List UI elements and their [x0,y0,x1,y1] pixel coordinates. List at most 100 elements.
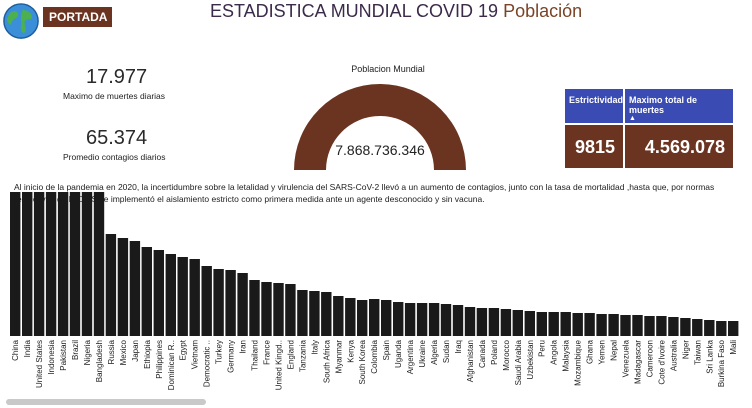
bar-turkey[interactable] [213,269,224,336]
tick-label: Italy [310,340,319,355]
strictness-header: Estrictividad [565,89,623,123]
tick-label: Canada [478,339,487,368]
bar-uzbekistan[interactable] [524,311,535,336]
tick-label: Burkina Faso [717,339,726,387]
bar-indonesia[interactable] [45,192,57,336]
bar-mali[interactable] [728,321,739,336]
bar-egypt[interactable] [177,257,188,336]
tick-label: Bangladesh [95,340,104,382]
gauge-value: 7.868.736.346 [335,142,425,158]
tick-label: Vietnam [191,340,200,370]
bar-south-korea[interactable] [357,300,368,336]
bar-kenya[interactable] [345,298,356,336]
tick-label: Thailand [251,340,260,371]
bar-china[interactable] [10,192,21,336]
bar-nepal[interactable] [608,314,619,336]
bar-dominican-r-[interactable] [165,254,176,336]
bar-mexico[interactable] [117,238,129,336]
tick-label: Indonesia [47,339,56,374]
tick-label: Nepal [610,340,619,361]
bar-colombia[interactable] [369,299,380,336]
bar-morocco[interactable] [500,309,512,336]
description-text: Al inicio de la pandemia en 2020, la inc… [14,182,715,204]
portada-button[interactable]: PORTADA [43,7,112,27]
bar-sri-lanka[interactable] [704,320,715,336]
bar-vietnam[interactable] [189,259,200,336]
tick-label: Niger [681,340,690,359]
tick-label: Spain [382,340,391,360]
bar-madagascar[interactable] [632,315,643,336]
max-total-deaths-value: 4.569.078 [625,125,733,168]
tick-label: Saudi Arabia [514,339,523,385]
bar-cameroon[interactable] [644,316,655,336]
bar-bangladesh[interactable] [93,192,105,336]
strictness-value: 9815 [565,125,623,168]
page-title: ESTADISTICA MUNDIAL COVID 19 Población [210,1,582,22]
bar-afghanistan[interactable] [464,307,476,336]
bar-argentina[interactable] [404,303,416,336]
bar-france[interactable] [261,282,272,336]
tick-label: Uganda [394,339,403,368]
bar-democratic-[interactable] [201,266,212,336]
avg-daily-contagions-label: Promedio contagios diarios [63,152,166,162]
tick-label: South Africa [322,339,331,383]
tick-label: Colombia [370,339,379,373]
bar-algeria[interactable] [428,303,440,336]
bar-peru[interactable] [536,312,547,336]
bar-india[interactable] [22,192,33,336]
tick-label: Peru [538,340,547,357]
bar-spain[interactable] [381,300,392,336]
bar-niger[interactable] [680,318,691,336]
tick-label: China [11,339,20,360]
bar-saudi-arabia[interactable] [512,310,523,336]
tick-label: Algeria [430,339,439,364]
bar-poland[interactable] [488,308,500,336]
bar-japan[interactable] [129,241,141,336]
bar-ethiopia[interactable] [141,247,152,336]
bar-angola[interactable] [548,312,559,336]
bar-nigeria[interactable] [81,192,93,336]
bar-brazil[interactable] [69,192,81,336]
bar-ukraine[interactable] [416,303,428,336]
bar-malaysia[interactable] [560,312,571,336]
bar-sudan[interactable] [440,304,452,336]
bar-uganda[interactable] [393,302,404,336]
globe-icon [3,3,39,39]
bar-ghana[interactable] [584,313,595,336]
bar-philippines[interactable] [153,250,164,336]
avg-daily-contagions-value: 65.374 [86,127,148,149]
bar-tanzania[interactable] [297,290,308,336]
bar-russia[interactable] [105,234,117,336]
max-daily-deaths-label: Maximo de muertes diarias [63,91,166,101]
bar-yemen[interactable] [596,314,607,336]
bar-cote-d-ivoire[interactable] [656,316,667,336]
bar-england[interactable] [285,284,296,336]
bar-australia[interactable] [668,317,679,336]
tick-label: Afghanistan [466,340,475,382]
bar-pakistan[interactable] [57,192,69,336]
bar-italy[interactable] [309,291,320,336]
max-total-deaths-header[interactable]: Maximo total de muertes ▲ [625,89,733,123]
bar-iran[interactable] [237,273,248,336]
tick-label: Ukraine [418,339,427,367]
bar-venezuela[interactable] [620,315,631,336]
bar-mozambique[interactable] [572,313,583,336]
bar-myanmar[interactable] [333,296,344,336]
tick-label: United States [35,340,44,388]
tick-label: Cote d'Ivoire [657,339,666,384]
bar-united-kingd-[interactable] [273,283,284,336]
tick-label: Mali [729,340,738,355]
bar-canada[interactable] [476,308,488,336]
tick-label: England [286,340,295,369]
bar-thailand[interactable] [249,280,260,336]
bar-germany[interactable] [225,270,236,336]
tick-label: Dominican R.. [167,340,176,390]
bar-south-africa[interactable] [321,292,332,336]
horizontal-scrollbar[interactable] [6,399,206,405]
tick-label: Turkey [215,340,224,364]
sort-ascending-icon[interactable]: ▲ [629,115,636,122]
bar-united-states[interactable] [33,192,45,336]
bar-burkina-faso[interactable] [716,321,727,336]
bar-taiwan[interactable] [692,319,703,336]
bar-iraq[interactable] [452,305,464,336]
